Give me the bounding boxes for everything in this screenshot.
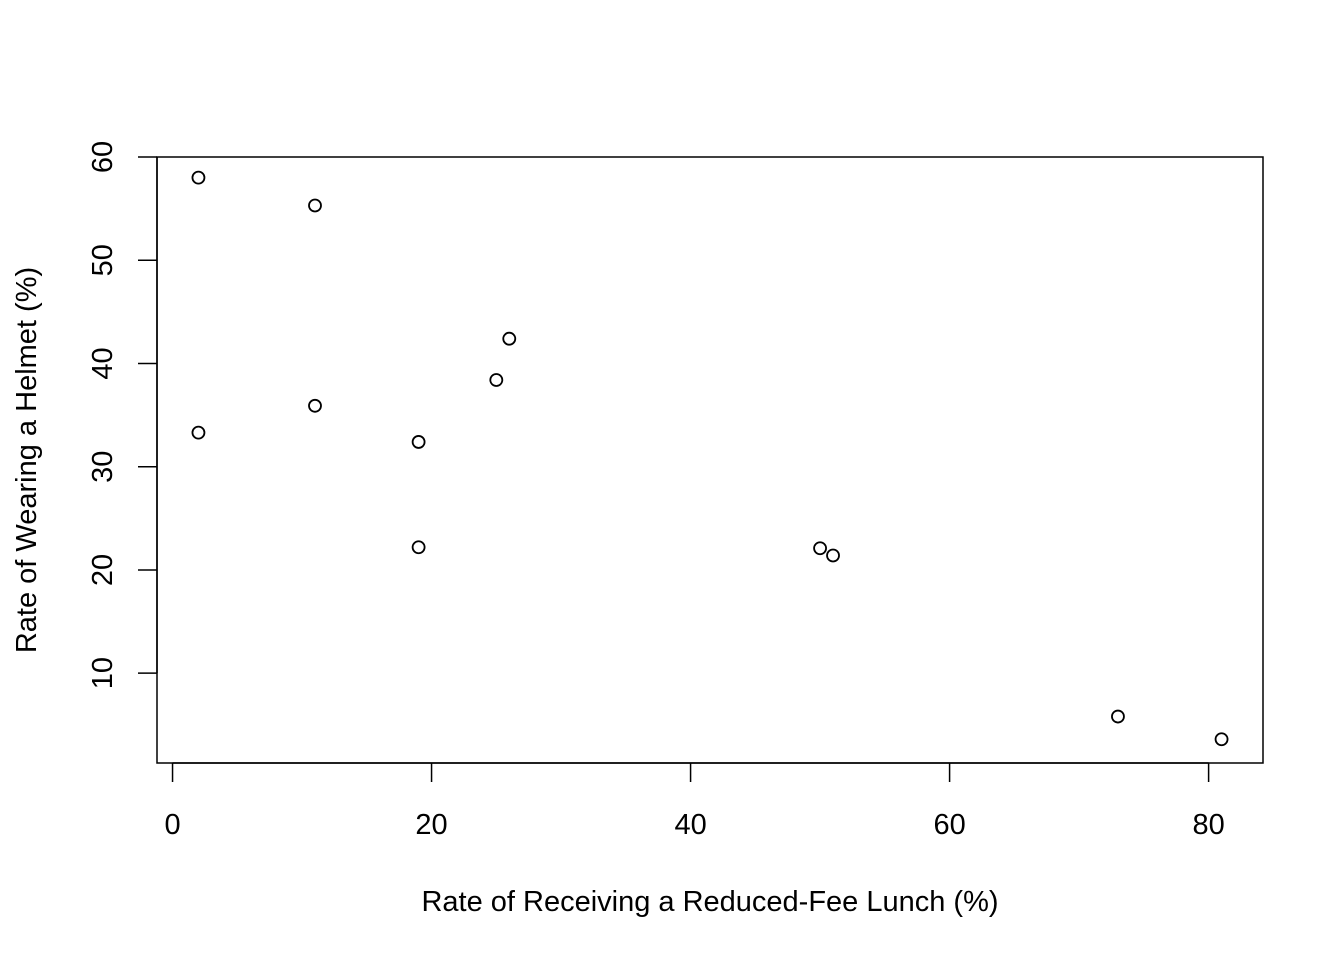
x-axis: 0 20 40 60 80 [164,762,1225,841]
data-points [191,170,1229,747]
y-tick-label: 20 [87,554,119,586]
x-tick-label: 40 [674,809,706,841]
x-tick-label: 60 [933,809,965,841]
y-tick-label: 60 [87,141,119,173]
y-tick-label: 50 [87,244,119,276]
data-point [191,425,206,440]
data-point [191,170,206,185]
data-point [1214,732,1229,747]
data-point [813,541,827,556]
data-point [308,198,322,213]
x-axis-label: Rate of Receiving a Reduced-Fee Lunch (%… [421,886,998,918]
x-tick-label: 20 [415,809,447,841]
plot-frame [156,156,1264,764]
data-point [411,540,426,555]
x-tick-label: 80 [1192,809,1224,841]
y-tick-label: 40 [87,347,119,379]
y-tick-label: 30 [87,451,119,483]
y-tick-label: 10 [87,657,119,689]
y-axis-label: Rate of Wearing a Helmet (%) [11,267,43,653]
data-point [502,331,517,346]
data-point [489,373,504,387]
y-axis: 10 20 30 40 50 60 [87,141,158,689]
data-point [1111,709,1125,724]
data-point [826,548,840,563]
data-point [308,398,322,413]
data-point [411,435,426,449]
x-tick-label: 0 [164,809,180,841]
